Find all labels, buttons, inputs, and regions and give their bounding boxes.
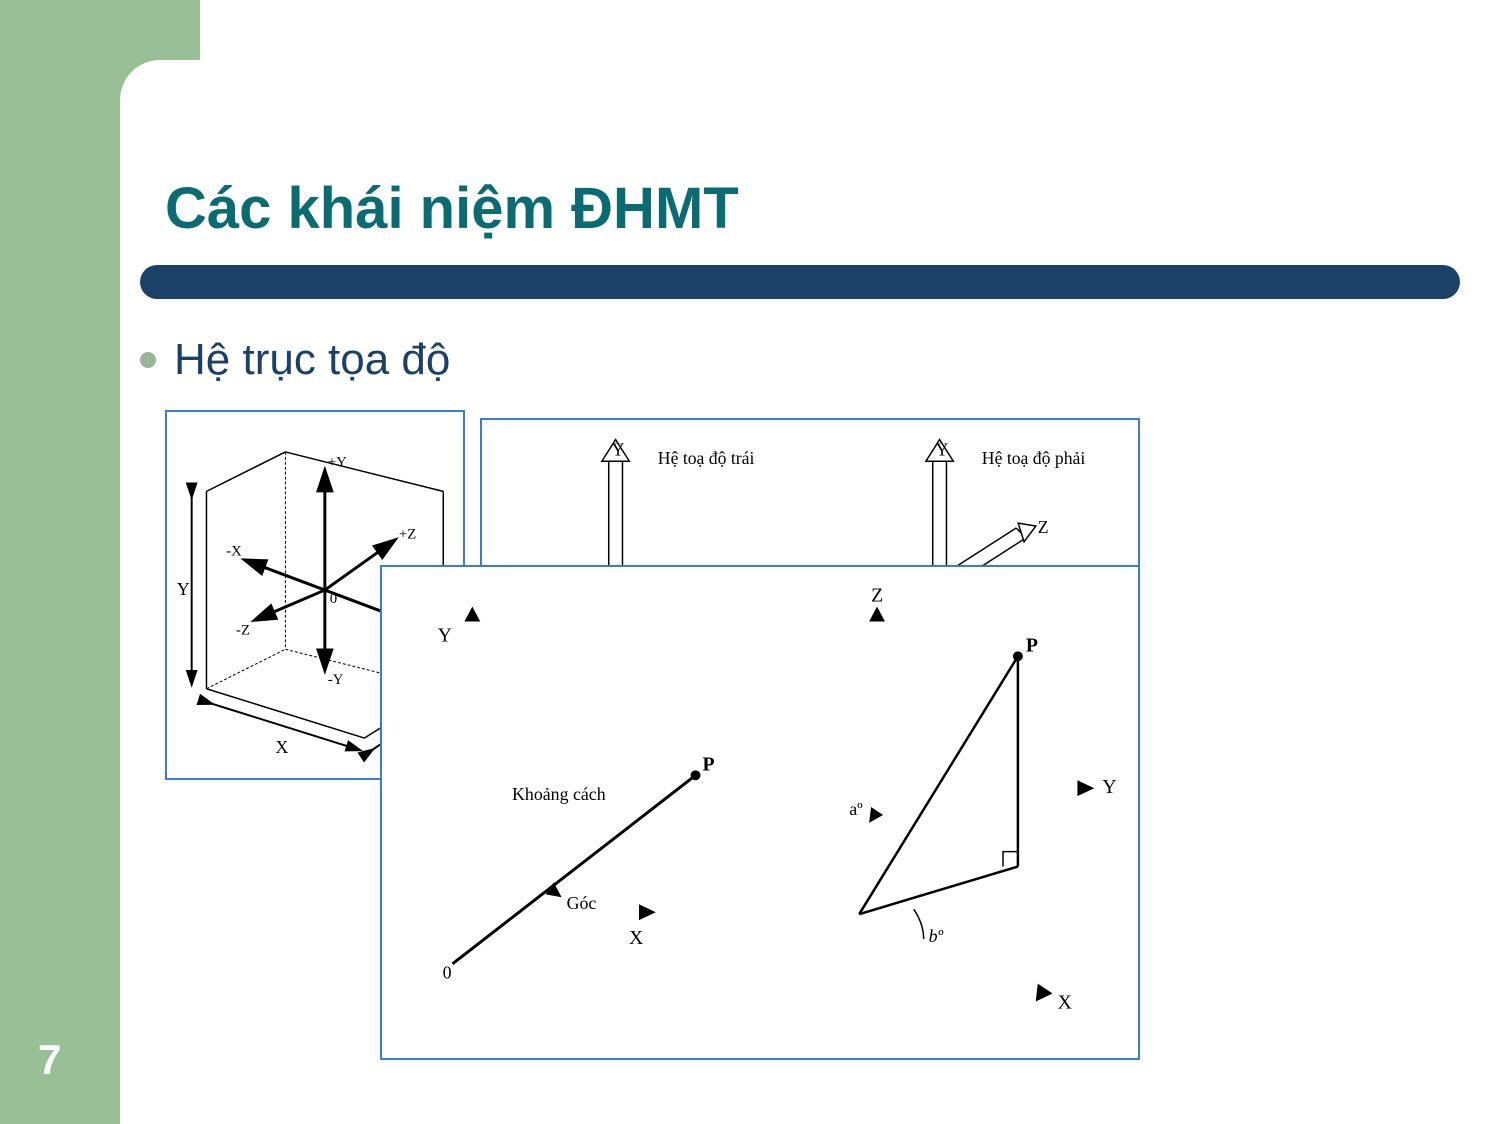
svg-text:aº: aº [849, 799, 863, 819]
svg-text:X: X [1058, 991, 1072, 1013]
svg-text:0: 0 [330, 591, 337, 607]
svg-text:Y: Y [936, 439, 949, 459]
sidebar [0, 0, 120, 1124]
svg-text:Y: Y [177, 579, 190, 599]
page-number: 7 [38, 1036, 61, 1084]
bullet-dot-icon [140, 352, 156, 368]
svg-text:-X: -X [226, 544, 242, 560]
svg-text:+Z: +Z [399, 527, 416, 543]
svg-text:Khoảng cách: Khoảng cách [512, 784, 606, 804]
svg-text:+Y: +Y [328, 455, 347, 471]
svg-text:P: P [1026, 634, 1038, 656]
svg-text:-Z: -Z [236, 622, 250, 638]
svg-text:X: X [276, 737, 289, 757]
svg-text:Y: Y [1102, 776, 1116, 798]
svg-text:P: P [702, 753, 714, 775]
bullet-item: Hệ trục tọa độ [140, 335, 450, 385]
svg-text:Y: Y [438, 624, 452, 646]
sidebar-notch-curve [120, 60, 200, 140]
figure-polar-3d: Y X P Khoảng cách Góc 0 Z Y X P aº bº [380, 565, 1140, 1060]
svg-text:-Y: -Y [328, 672, 344, 688]
title-underline [140, 265, 1460, 299]
svg-text:bº: bº [929, 926, 944, 946]
svg-text:Góc: Góc [567, 893, 597, 913]
slide-title: Các khái niệm ĐHMT [165, 175, 739, 242]
svg-text:Z: Z [1038, 517, 1049, 537]
svg-text:Hệ toạ độ phải: Hệ toạ độ phải [982, 448, 1086, 468]
svg-text:Hệ toạ độ trái: Hệ toạ độ trái [658, 448, 755, 468]
svg-text:0: 0 [443, 963, 452, 983]
bullet-text: Hệ trục tọa độ [174, 335, 450, 385]
svg-text:Z: Z [871, 585, 883, 607]
svg-text:Y: Y [612, 439, 625, 459]
svg-text:X: X [629, 927, 643, 949]
